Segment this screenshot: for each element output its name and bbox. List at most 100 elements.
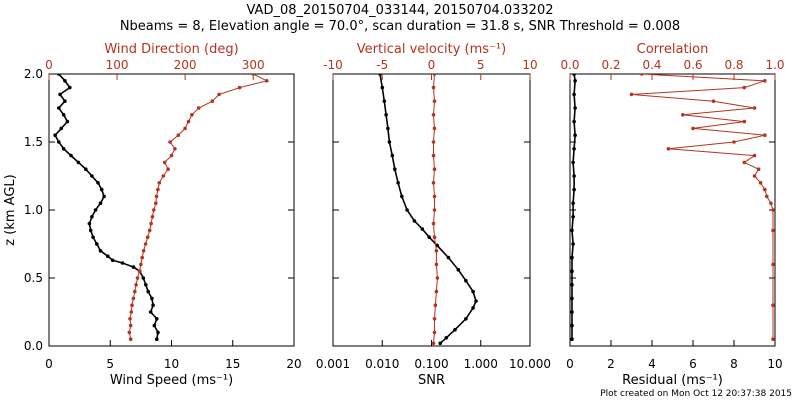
data-point <box>691 127 695 131</box>
data-point <box>136 276 140 280</box>
data-point <box>140 256 144 260</box>
x-axis-label: Residual (ms⁻¹) <box>622 373 723 388</box>
series-group <box>53 72 268 341</box>
data-point <box>471 306 475 310</box>
data-point <box>743 161 747 165</box>
x-tick-label: 0 <box>45 357 53 371</box>
red-series-line <box>129 74 266 339</box>
data-point <box>433 167 437 171</box>
y-tick-label: 0.5 <box>24 271 43 285</box>
top-axis-label: Vertical velocity (ms⁻¹) <box>357 42 506 57</box>
data-point <box>474 299 478 303</box>
data-point <box>100 188 104 192</box>
data-point <box>155 317 159 321</box>
black-series-line <box>380 74 476 343</box>
x-tick-label: 6 <box>689 357 697 371</box>
data-point <box>197 106 201 110</box>
data-point <box>134 283 138 287</box>
data-point <box>571 242 575 246</box>
data-point <box>190 113 194 117</box>
x-tick-label: 0.100 <box>414 357 448 371</box>
data-point <box>386 127 390 131</box>
y-tick-label: 1.0 <box>24 203 43 217</box>
data-point <box>433 235 437 239</box>
data-point <box>572 72 576 76</box>
series-group <box>570 72 775 341</box>
data-point <box>681 113 685 117</box>
data-point <box>173 147 177 151</box>
data-point <box>96 181 100 185</box>
data-point <box>573 133 577 137</box>
data-point <box>433 127 437 131</box>
x-tick-label: 2 <box>607 357 615 371</box>
data-point <box>743 86 747 90</box>
plot-frame <box>333 74 530 346</box>
data-point <box>106 254 110 258</box>
top-tick-label: 0.6 <box>683 58 702 72</box>
data-point <box>453 328 457 332</box>
data-point <box>149 310 153 314</box>
data-point <box>156 331 160 335</box>
data-point <box>771 229 775 233</box>
data-point <box>130 310 134 314</box>
data-point <box>130 303 134 307</box>
data-point <box>573 79 577 83</box>
data-point <box>177 133 181 137</box>
data-point <box>155 337 159 341</box>
panel-residual: 0246810Residual (ms⁻¹)0.00.20.40.60.81.0… <box>560 42 784 388</box>
data-point <box>432 222 436 226</box>
x-tick-label: 0.001 <box>316 357 350 371</box>
data-point <box>396 181 400 185</box>
data-point <box>217 93 221 97</box>
data-point <box>432 140 436 144</box>
data-point <box>111 259 115 263</box>
data-point <box>413 219 417 223</box>
data-point <box>640 72 644 76</box>
data-point <box>434 303 438 307</box>
panel-wind: 0.00.51.01.52.005101520Wind Speed (ms⁻¹)… <box>24 42 302 388</box>
x-tick-label: 20 <box>286 357 301 371</box>
data-point <box>433 72 437 76</box>
data-point <box>383 99 387 103</box>
data-point <box>384 113 388 117</box>
data-point <box>63 99 67 103</box>
data-point <box>771 337 775 341</box>
data-point <box>400 195 404 199</box>
top-tick-label: 0.2 <box>601 58 620 72</box>
data-point <box>211 99 215 103</box>
top-tick-label: 0.0 <box>560 58 579 72</box>
data-point <box>572 120 576 124</box>
top-tick-label: 0.8 <box>724 58 743 72</box>
data-point <box>144 242 148 246</box>
data-point <box>667 147 671 151</box>
x-tick-label: 4 <box>648 357 656 371</box>
data-point <box>128 317 132 321</box>
data-point <box>238 86 242 90</box>
series-group <box>378 72 478 345</box>
data-point <box>445 336 449 340</box>
data-point <box>146 235 150 239</box>
data-point <box>571 215 575 219</box>
data-point <box>166 167 170 171</box>
data-point <box>570 256 574 260</box>
data-point <box>139 263 143 267</box>
data-point <box>433 317 437 321</box>
data-point <box>753 106 757 110</box>
data-point <box>570 297 574 301</box>
data-point <box>155 195 159 199</box>
x-axis-label: SNR <box>418 373 445 388</box>
data-point <box>144 283 148 287</box>
data-point <box>153 324 157 328</box>
data-point <box>90 215 94 219</box>
data-point <box>405 208 409 212</box>
data-point <box>432 86 436 90</box>
x-tick-label: 15 <box>225 357 240 371</box>
x-tick-label: 0 <box>566 357 574 371</box>
data-point <box>128 331 132 335</box>
data-point <box>154 201 158 205</box>
data-point <box>102 195 106 199</box>
data-point <box>433 208 437 212</box>
data-point <box>432 154 436 158</box>
data-point <box>763 79 767 83</box>
data-point <box>62 147 66 151</box>
